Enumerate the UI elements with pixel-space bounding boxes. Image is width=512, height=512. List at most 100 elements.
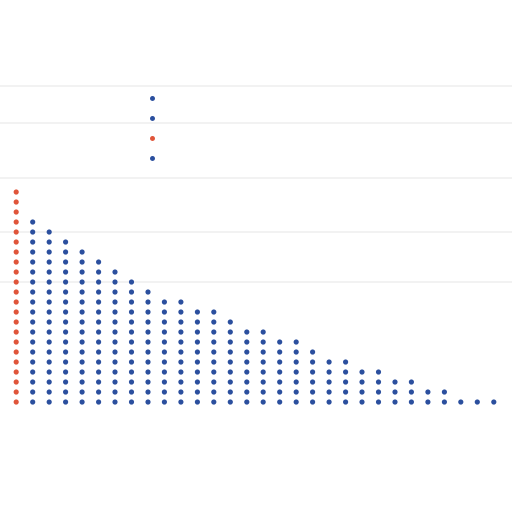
- data-point: [408, 389, 414, 395]
- data-point: [13, 279, 19, 285]
- data-point: [13, 249, 19, 255]
- data-point: [211, 369, 217, 375]
- data-point: [375, 379, 382, 385]
- data-point: [145, 319, 151, 325]
- data-point: [211, 319, 217, 325]
- data-point: [46, 339, 52, 345]
- data-point: [13, 389, 19, 395]
- data-point: [161, 359, 167, 365]
- data-point: [260, 349, 266, 355]
- data-point: [13, 369, 19, 375]
- data-point: [112, 369, 118, 375]
- data-point: [79, 349, 85, 355]
- data-point: [63, 279, 69, 285]
- data-point: [161, 319, 167, 325]
- data-point: [145, 349, 151, 355]
- data-point: [79, 279, 85, 285]
- data-point: [161, 399, 167, 405]
- data-point: [63, 379, 69, 385]
- data-point: [46, 379, 52, 385]
- data-point: [79, 309, 85, 315]
- data-point: [194, 309, 200, 315]
- data-point: [293, 399, 299, 405]
- data-point: [343, 379, 349, 385]
- data-point: [96, 289, 102, 295]
- data-point: [194, 379, 200, 385]
- data-point: [79, 389, 85, 395]
- legend-note: [150, 168, 280, 184]
- data-point: [277, 369, 283, 375]
- data-point: [244, 369, 250, 375]
- data-point: [128, 399, 135, 405]
- data-point: [145, 389, 151, 395]
- data-point: [408, 399, 414, 405]
- data-point: [96, 269, 102, 275]
- data-point: [194, 319, 200, 325]
- data-point: [96, 379, 102, 385]
- data-point: [293, 359, 299, 365]
- data-point: [260, 359, 266, 365]
- data-point: [63, 289, 69, 295]
- data-point: [96, 349, 102, 355]
- data-point: [13, 299, 19, 305]
- data-point: [46, 369, 52, 375]
- data-point: [63, 329, 69, 335]
- data-point: [79, 269, 85, 275]
- data-point: [79, 249, 85, 255]
- data-point: [145, 329, 151, 335]
- data-point: [96, 339, 102, 345]
- data-point: [326, 369, 332, 375]
- data-point: [13, 379, 19, 385]
- data-point: [277, 359, 283, 365]
- legend-item: [150, 108, 280, 128]
- data-point: [13, 309, 19, 315]
- data-point: [211, 349, 217, 355]
- data-point: [343, 369, 349, 375]
- data-point: [375, 399, 382, 405]
- data-point: [359, 399, 365, 405]
- data-point: [13, 399, 19, 405]
- data-point: [293, 349, 299, 355]
- data-point: [145, 359, 151, 365]
- data-point: [79, 339, 85, 345]
- data-point: [63, 259, 69, 265]
- data-point: [326, 359, 332, 365]
- data-point: [161, 389, 167, 395]
- data-points: [13, 189, 497, 405]
- data-point: [46, 269, 52, 275]
- data-point: [244, 399, 250, 405]
- legend-marker: [150, 115, 155, 121]
- data-point: [441, 389, 447, 395]
- data-point: [392, 379, 398, 385]
- data-point: [244, 389, 250, 395]
- data-point: [13, 259, 19, 265]
- data-point: [63, 389, 69, 395]
- data-point: [408, 379, 414, 385]
- data-point: [112, 319, 118, 325]
- data-point: [30, 249, 36, 255]
- data-point: [145, 399, 151, 405]
- legend: [150, 88, 280, 200]
- data-point: [96, 319, 102, 325]
- data-point: [30, 299, 36, 305]
- data-point: [112, 349, 118, 355]
- data-point: [491, 399, 497, 405]
- data-point: [79, 369, 85, 375]
- data-point: [13, 219, 19, 225]
- data-point: [161, 309, 167, 315]
- legend-item: [150, 148, 280, 168]
- data-point: [211, 339, 217, 345]
- data-point: [326, 399, 332, 405]
- data-point: [128, 369, 135, 375]
- data-point: [244, 349, 250, 355]
- data-point: [326, 389, 332, 395]
- data-point: [392, 389, 398, 395]
- data-point: [194, 359, 200, 365]
- data-point: [112, 289, 118, 295]
- data-point: [13, 209, 19, 215]
- data-point: [194, 369, 200, 375]
- data-point: [46, 319, 52, 325]
- data-point: [194, 399, 200, 405]
- data-point: [293, 389, 299, 395]
